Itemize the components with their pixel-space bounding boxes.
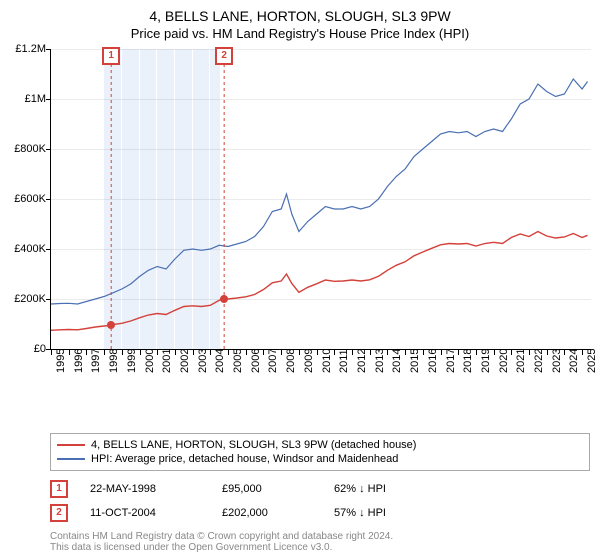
legend-label: 4, BELLS LANE, HORTON, SLOUGH, SL3 9PW (…	[91, 439, 416, 451]
x-axis-label: 2024	[568, 349, 580, 373]
legend-swatch	[57, 458, 85, 460]
x-axis-label: 2012	[356, 349, 368, 373]
legend-label: HPI: Average price, detached house, Wind…	[91, 453, 398, 465]
x-axis-label: 2014	[391, 349, 403, 373]
sale-vs-hpi: 62% ↓ HPI	[334, 483, 386, 495]
plot-region: 12 1995199619971998199920002001200220032…	[50, 49, 591, 350]
y-axis-label: £600K	[2, 193, 46, 205]
sale-row: 2 11-OCT-2004 £202,000 57% ↓ HPI	[50, 501, 590, 525]
x-axis-label: 2021	[515, 349, 527, 373]
x-axis-label: 2010	[321, 349, 333, 373]
legend-item: HPI: Average price, detached house, Wind…	[57, 452, 583, 466]
attribution-line: This data is licensed under the Open Gov…	[50, 542, 590, 553]
x-axis-label: 2023	[551, 349, 563, 373]
sale-date: 22-MAY-1998	[90, 483, 200, 495]
sale-price: £202,000	[222, 507, 312, 519]
sale-dot	[220, 295, 228, 303]
sale-marker: 1	[102, 47, 120, 65]
x-axis-label: 2011	[338, 349, 350, 373]
y-axis-label: £0	[2, 343, 46, 355]
y-axis-label: £200K	[2, 293, 46, 305]
x-axis-label: 2018	[462, 349, 474, 373]
x-axis-label: 2009	[303, 349, 315, 373]
y-axis-label: £800K	[2, 143, 46, 155]
y-axis-label: £1M	[2, 93, 46, 105]
series-property	[51, 232, 588, 331]
sale-date: 11-OCT-2004	[90, 507, 200, 519]
x-axis-label: 2003	[197, 349, 209, 373]
y-axis-label: £1.2M	[2, 43, 46, 55]
x-axis-label: 1996	[73, 349, 85, 373]
x-axis-label: 2007	[267, 349, 279, 373]
x-axis-label: 2006	[250, 349, 262, 373]
sale-price: £95,000	[222, 483, 312, 495]
chart-area: 1 2 1995 1996 1997 1998 1999 2000 2001 2002 2003 2…	[50, 49, 590, 389]
x-axis-label: 1995	[55, 349, 67, 373]
x-axis-label: 2022	[533, 349, 545, 373]
x-axis-label: 2025	[586, 349, 598, 373]
sales-table: 1 22-MAY-1998 £95,000 62% ↓ HPI 2 11-OCT-2004…	[50, 477, 590, 525]
sale-dot	[107, 321, 115, 329]
x-axis-label: 1999	[126, 349, 138, 373]
x-axis-label: 2000	[144, 349, 156, 373]
x-axis-label: 2008	[285, 349, 297, 373]
chart-container: 4, BELLS LANE, HORTON, SLOUGH, SL3 9PW P…	[0, 0, 600, 560]
x-axis-label: 1998	[108, 349, 120, 373]
x-axis-label: 2019	[480, 349, 492, 373]
x-axis-label: 2004	[214, 349, 226, 373]
x-axis-label: 2001	[161, 349, 173, 373]
line-plot	[51, 49, 591, 349]
sale-marker-icon: 2	[50, 504, 68, 522]
x-axis-label: 2005	[232, 349, 244, 373]
x-axis-label: 2020	[498, 349, 510, 373]
chart-subtitle: Price paid vs. HM Land Registry's House …	[0, 24, 600, 49]
x-axis-label: 2017	[445, 349, 457, 373]
legend-item: 4, BELLS LANE, HORTON, SLOUGH, SL3 9PW (…	[57, 438, 583, 452]
sale-marker: 2	[215, 47, 233, 65]
chart-title: 4, BELLS LANE, HORTON, SLOUGH, SL3 9PW	[0, 0, 600, 24]
attribution-line: Contains HM Land Registry data © Crown c…	[50, 531, 590, 542]
x-axis-label: 2013	[374, 349, 386, 373]
x-axis-label: 1997	[90, 349, 102, 373]
sale-row: 1 22-MAY-1998 £95,000 62% ↓ HPI	[50, 477, 590, 501]
sale-vs-hpi: 57% ↓ HPI	[334, 507, 386, 519]
x-axis-label: 2015	[409, 349, 421, 373]
attribution: Contains HM Land Registry data © Crown c…	[50, 531, 590, 553]
legend-swatch	[57, 444, 85, 446]
series-hpi	[51, 79, 588, 304]
y-axis-label: £400K	[2, 243, 46, 255]
x-axis-label: 2016	[427, 349, 439, 373]
x-axis-label: 2002	[179, 349, 191, 373]
sale-marker-icon: 1	[50, 480, 68, 498]
legend: 4, BELLS LANE, HORTON, SLOUGH, SL3 9PW (…	[50, 433, 590, 471]
